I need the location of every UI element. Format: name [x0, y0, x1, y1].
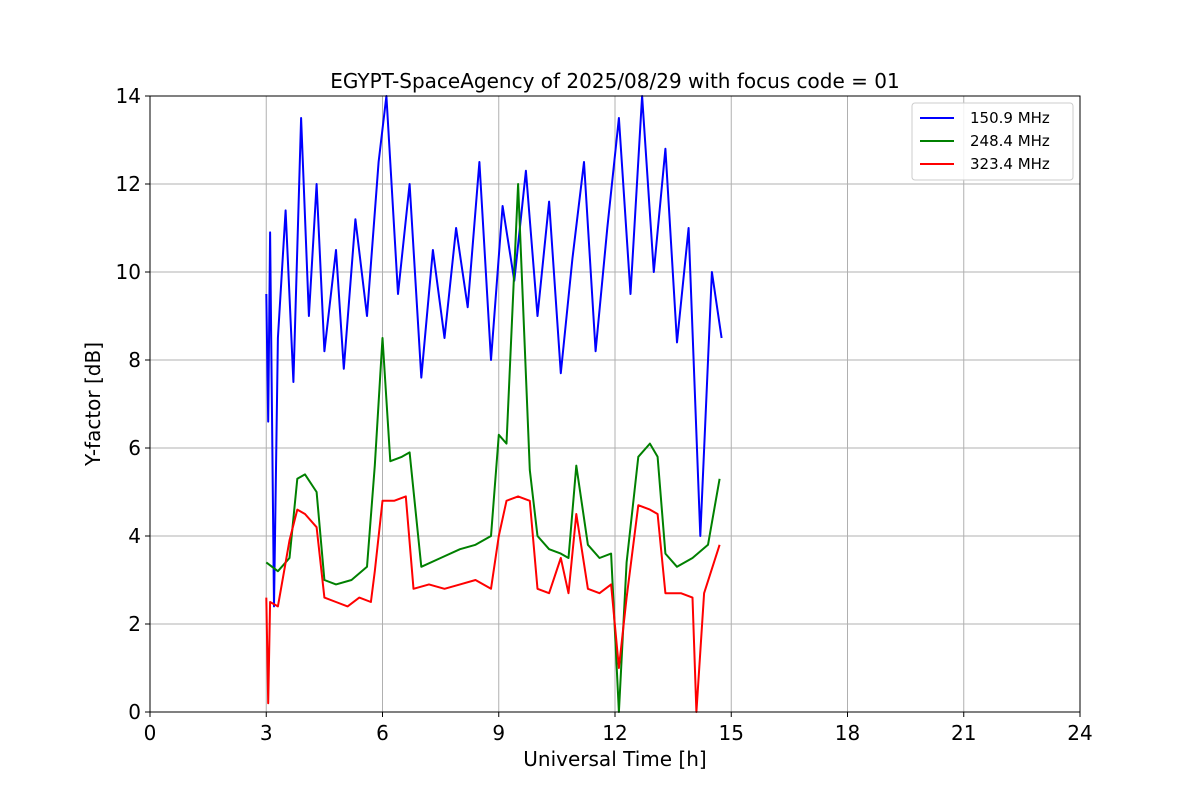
series-line-2 [265, 183, 721, 713]
y-tick-label: 4 [128, 524, 141, 548]
series-lines [265, 95, 723, 713]
y-axis-ticks: 0 2 4 6 8 10 12 14 [116, 84, 150, 724]
legend-box [911, 102, 1074, 181]
series-line-1 [265, 95, 723, 608]
x-tick-label: 15 [719, 721, 744, 745]
y-tick-label: 8 [128, 348, 141, 372]
x-tick-label: 3 [260, 721, 273, 745]
y-tick-label: 0 [128, 700, 141, 724]
x-tick-label: 0 [144, 721, 157, 745]
y-tick-label: 2 [128, 612, 141, 636]
legend-label-3: 323.4 MHz [970, 155, 1050, 173]
y-axis-label: Y-factor [dB] [81, 342, 105, 467]
x-tick-label: 24 [1067, 721, 1092, 745]
x-tick-label: 9 [492, 721, 505, 745]
x-tick-label: 18 [835, 721, 860, 745]
chart-title: EGYPT-SpaceAgency of 2025/08/29 with foc… [330, 69, 899, 93]
x-axis-ticks: 0 3 6 9 12 15 18 21 24 [144, 712, 1093, 745]
x-axis-label: Universal Time [h] [523, 747, 706, 771]
legend-label-2: 248.4 MHz [970, 132, 1050, 150]
x-tick-label: 21 [951, 721, 976, 745]
y-tick-label: 12 [116, 172, 141, 196]
y-tick-label: 14 [116, 84, 141, 108]
legend: 150.9 MHz 248.4 MHz 323.4 MHz [911, 102, 1074, 181]
series-line-3 [265, 495, 721, 713]
y-tick-label: 10 [116, 260, 141, 284]
x-tick-label: 12 [602, 721, 627, 745]
legend-label-1: 150.9 MHz [970, 109, 1050, 127]
x-tick-label: 6 [376, 721, 389, 745]
y-tick-label: 6 [128, 436, 141, 460]
